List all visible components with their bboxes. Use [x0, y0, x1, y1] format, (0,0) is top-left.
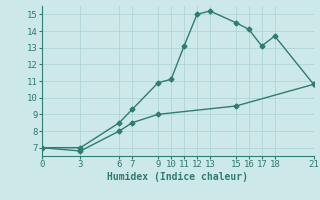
X-axis label: Humidex (Indice chaleur): Humidex (Indice chaleur): [107, 172, 248, 182]
